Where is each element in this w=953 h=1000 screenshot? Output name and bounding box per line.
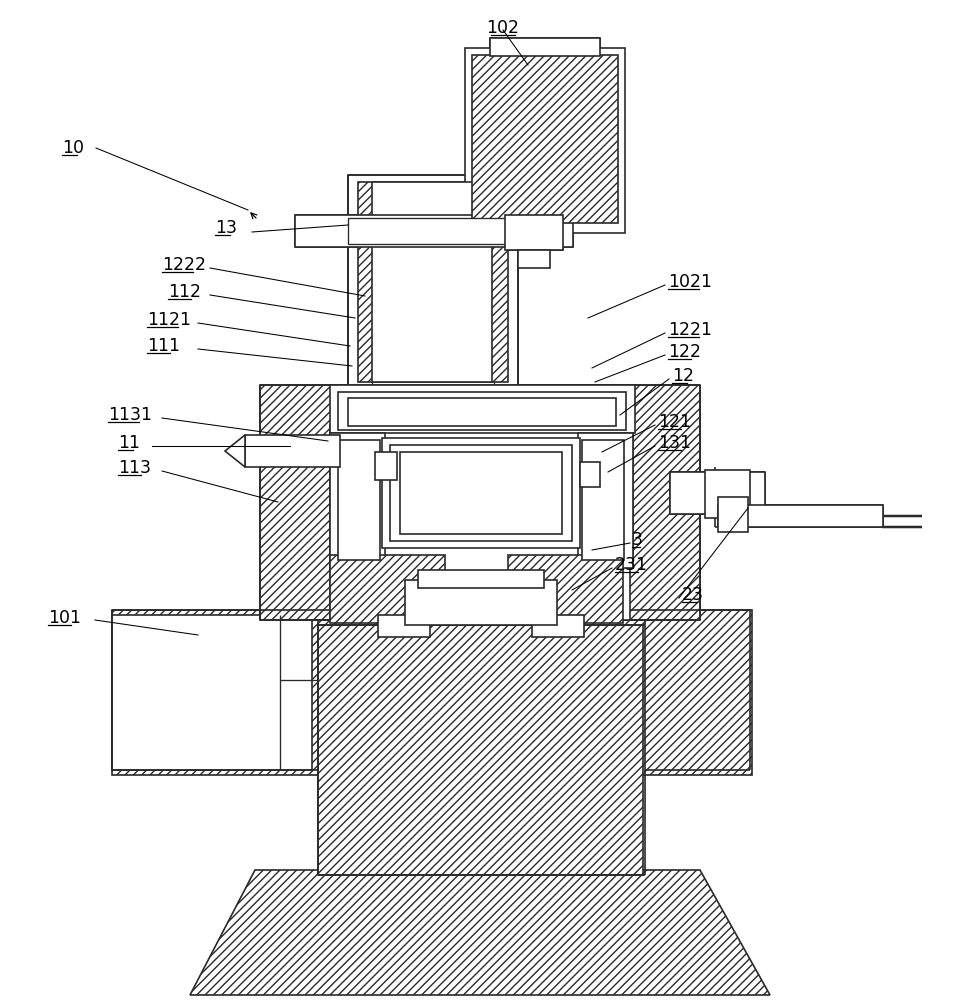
Bar — [464, 48, 624, 233]
Bar — [330, 385, 635, 433]
Bar — [348, 398, 616, 426]
Bar — [669, 472, 764, 514]
Text: 131: 131 — [658, 434, 690, 452]
Bar — [417, 570, 543, 588]
Bar — [245, 435, 339, 467]
Bar — [112, 615, 312, 770]
Text: 231: 231 — [615, 556, 647, 574]
Text: 1221: 1221 — [667, 321, 711, 339]
Text: 111: 111 — [147, 337, 180, 355]
Bar — [260, 385, 700, 620]
Bar — [581, 440, 623, 560]
Bar — [317, 625, 642, 875]
Bar — [472, 55, 618, 223]
Text: 1222: 1222 — [162, 256, 206, 274]
Bar — [375, 452, 396, 480]
Bar — [517, 250, 550, 268]
Text: 122: 122 — [667, 343, 700, 361]
Text: 102: 102 — [486, 19, 519, 37]
Text: 3: 3 — [631, 531, 642, 549]
Bar — [718, 497, 747, 532]
Bar — [718, 505, 882, 527]
Bar — [294, 215, 573, 247]
Bar — [337, 440, 379, 560]
Polygon shape — [190, 870, 769, 995]
Bar — [372, 182, 492, 382]
Bar — [405, 580, 557, 625]
Bar — [357, 182, 507, 382]
Bar — [330, 433, 385, 568]
Bar — [578, 433, 633, 568]
Bar — [390, 445, 572, 541]
Bar — [381, 438, 579, 548]
Bar — [490, 38, 599, 56]
Bar — [330, 425, 629, 620]
Bar — [532, 615, 583, 637]
Bar — [112, 610, 751, 775]
Text: 113: 113 — [118, 459, 151, 477]
Bar — [348, 218, 517, 244]
Text: 121: 121 — [658, 413, 690, 431]
Text: 12: 12 — [671, 367, 693, 385]
Text: 1131: 1131 — [108, 406, 152, 424]
Bar — [579, 462, 599, 487]
Text: 1021: 1021 — [667, 273, 711, 291]
Text: 112: 112 — [168, 283, 201, 301]
Text: 10: 10 — [62, 139, 84, 157]
Text: 23: 23 — [681, 586, 703, 604]
Bar — [348, 175, 517, 390]
Bar — [704, 470, 749, 518]
Text: 101: 101 — [48, 609, 81, 627]
Bar — [377, 615, 430, 637]
Text: 11: 11 — [118, 434, 140, 452]
Bar — [337, 392, 625, 430]
Polygon shape — [225, 435, 245, 467]
Text: 1121: 1121 — [147, 311, 191, 329]
Text: 13: 13 — [214, 219, 236, 237]
Bar — [507, 555, 622, 623]
Bar — [504, 215, 562, 250]
Bar — [330, 555, 444, 623]
Bar — [399, 452, 561, 534]
